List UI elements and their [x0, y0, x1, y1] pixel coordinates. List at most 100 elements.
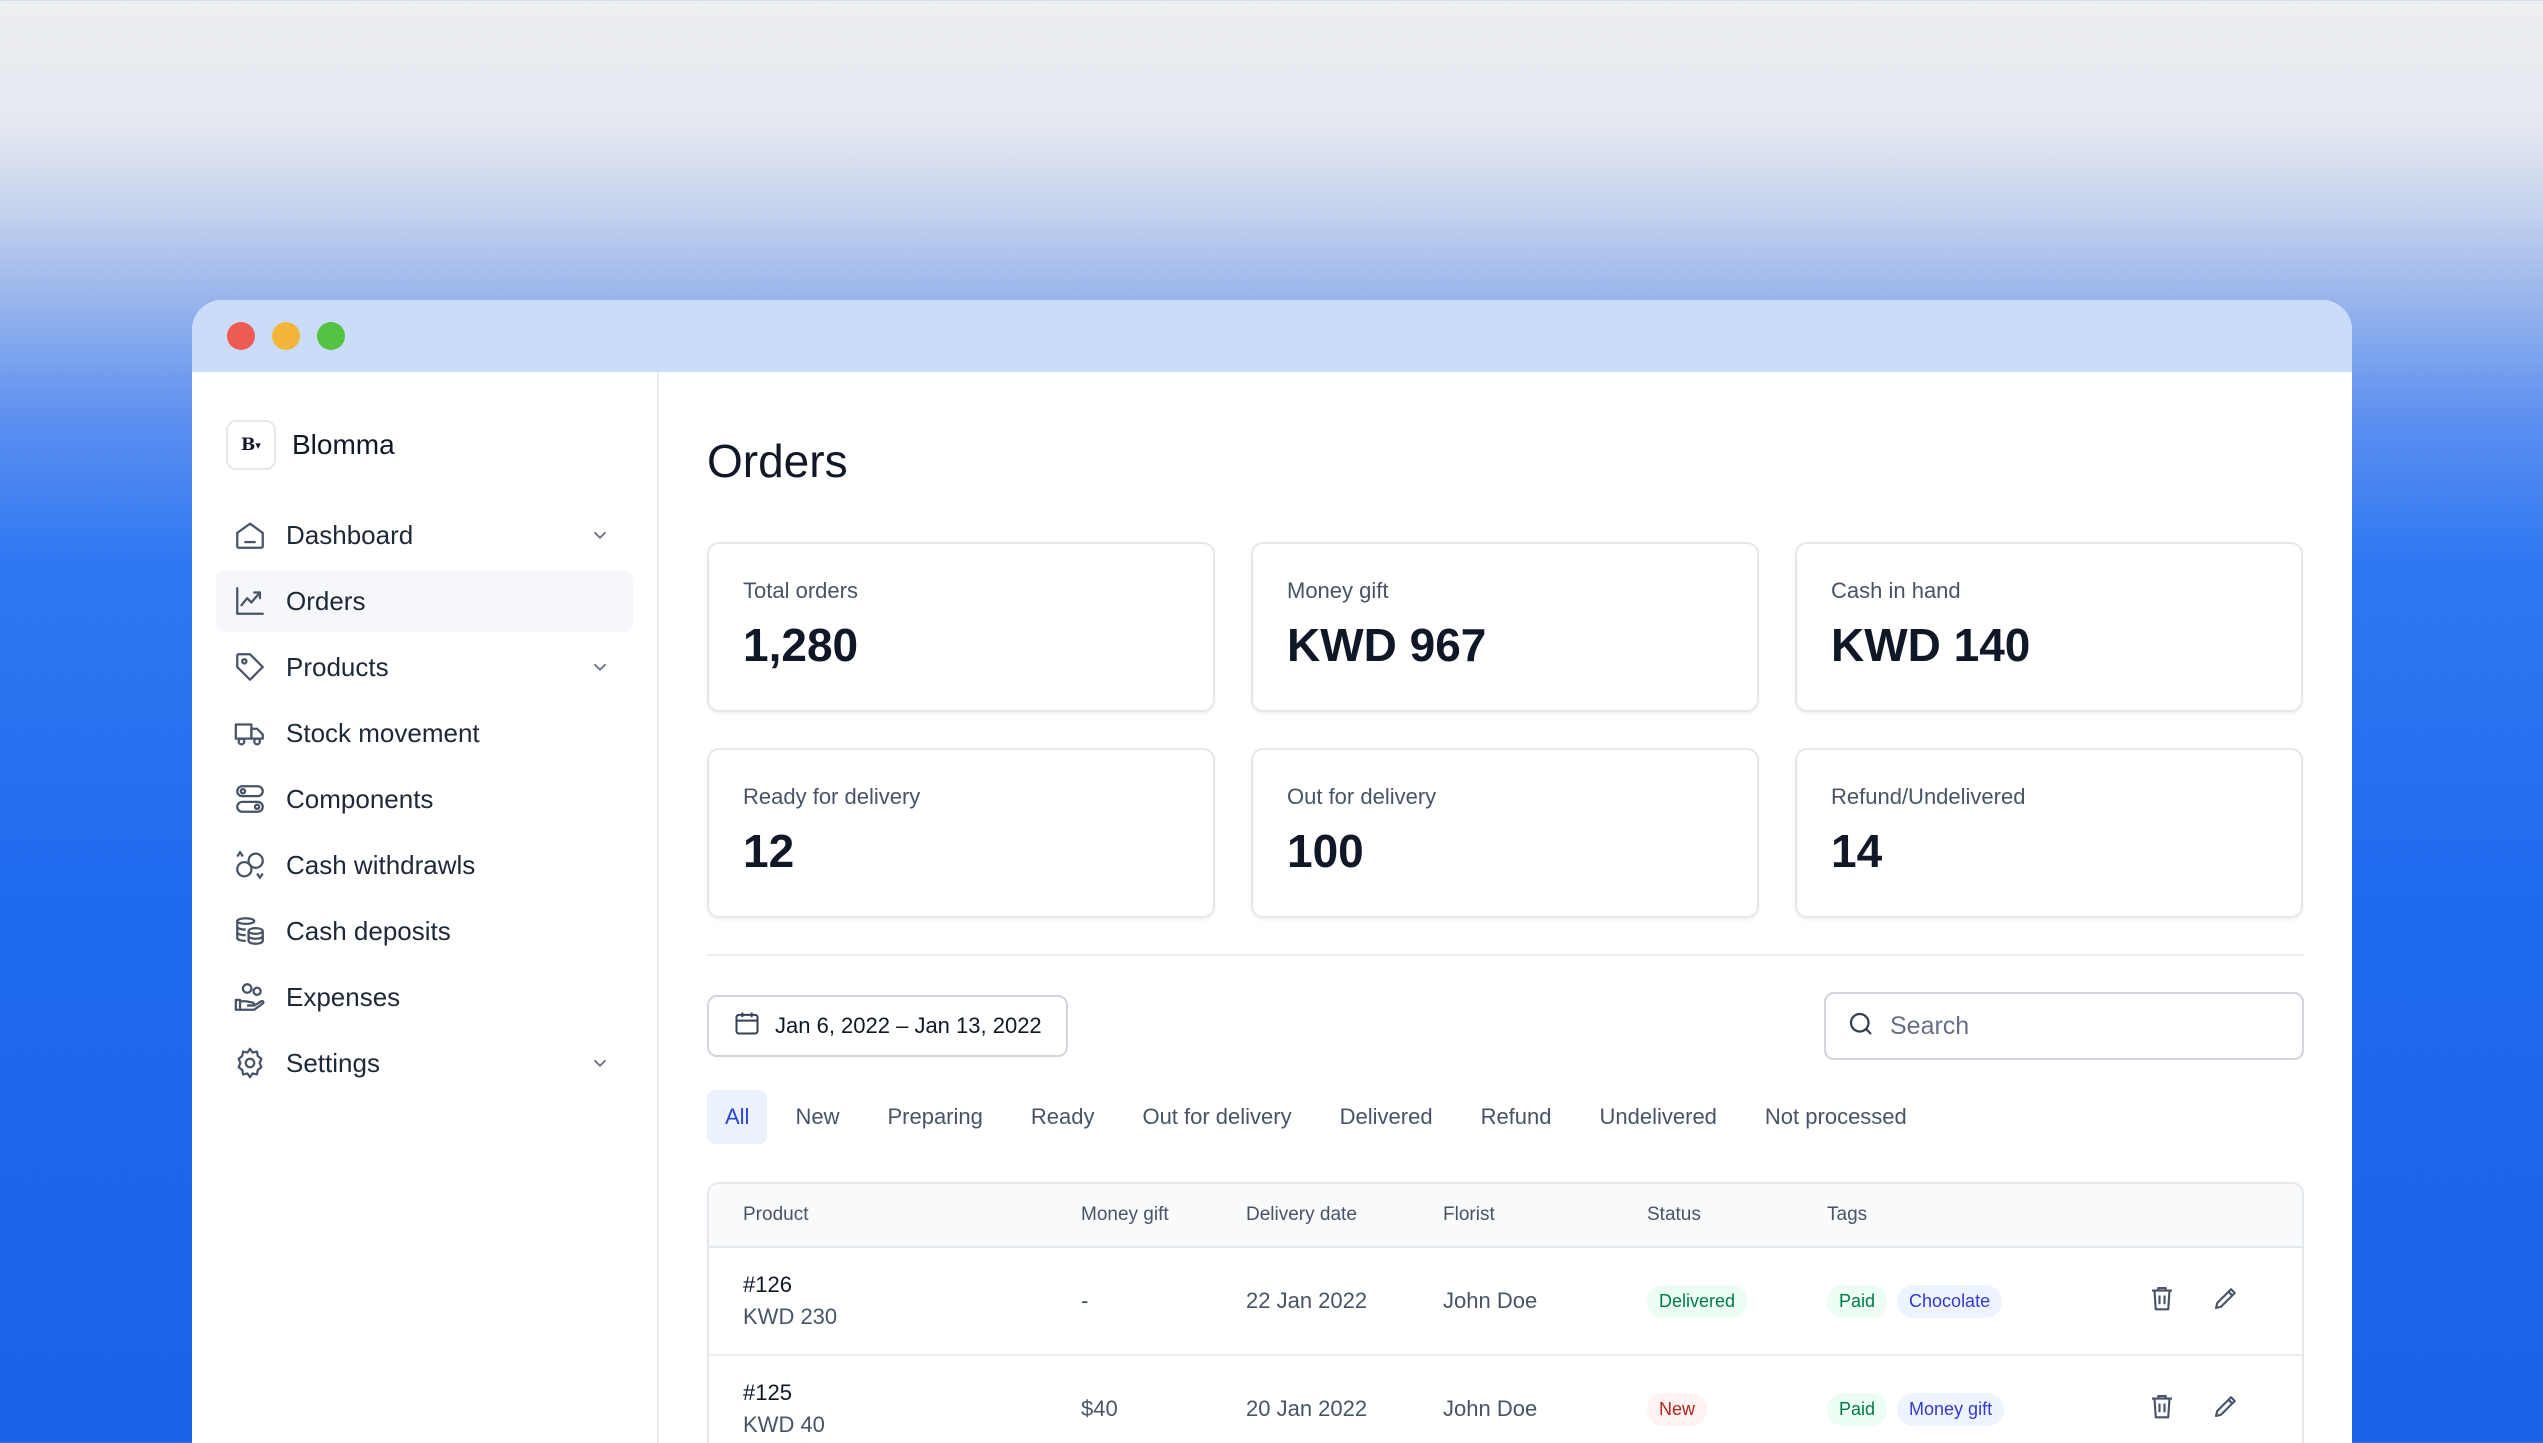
stat-value: 14 — [1831, 825, 1883, 877]
sidebar-item-orders[interactable]: Orders — [216, 570, 633, 632]
column-header[interactable]: Tags — [1827, 1204, 1868, 1225]
column-header[interactable]: Status — [1647, 1204, 1701, 1225]
sidebar-item-label: Orders — [286, 585, 366, 616]
date-range-button[interactable]: Jan 6, 2022 – Jan 13, 2022 — [707, 995, 1068, 1057]
stat-card-money-gift: Money gift KWD 967 — [1251, 542, 1759, 712]
sidebar-item-cash-withdrawls[interactable]: Cash withdrawls — [216, 834, 633, 896]
orders-table: Product Money gift Delivery date Florist… — [707, 1182, 2304, 1443]
edit-pencil-icon[interactable] — [2211, 1283, 2241, 1319]
edit-pencil-icon[interactable] — [2211, 1391, 2241, 1427]
stats-grid: Total orders 1,280 Money gift KWD 967 Ca… — [707, 542, 2304, 918]
order-price: KWD 40 — [743, 1412, 825, 1437]
money-gift-cell: $40 — [1081, 1396, 1118, 1421]
sidebar-item-label: Cash deposits — [286, 915, 451, 946]
stat-value: 1,280 — [743, 619, 859, 671]
stat-label: Total orders — [743, 578, 858, 603]
tab-delivered[interactable]: Delivered — [1339, 1104, 1433, 1129]
tags-cell: Paid Chocolate — [1827, 1284, 2147, 1318]
calendar-icon — [733, 1009, 761, 1043]
window-titlebar — [192, 300, 2352, 372]
chevron-down-icon[interactable] — [587, 522, 613, 548]
sidebar-item-label: Dashboard — [286, 519, 414, 550]
stat-label: Out for delivery — [1287, 784, 1437, 809]
chevron-down-icon[interactable] — [587, 654, 613, 680]
date-range-label: Jan 6, 2022 – Jan 13, 2022 — [775, 1013, 1042, 1038]
sidebar-item-expenses[interactable]: Expenses — [216, 966, 633, 1028]
tab-refund[interactable]: Refund — [1480, 1104, 1552, 1129]
stat-card-ready-for-delivery: Ready for delivery 12 — [707, 748, 1215, 918]
section-divider — [707, 954, 2304, 956]
row-actions — [2147, 1391, 2241, 1427]
maximize-window-button[interactable] — [317, 322, 345, 350]
sidebar-item-cash-deposits[interactable]: Cash deposits — [216, 900, 633, 962]
florist-cell: John Doe — [1443, 1396, 1538, 1421]
order-id[interactable]: #126 — [743, 1272, 792, 1297]
stat-label: Ready for delivery — [743, 784, 921, 809]
stat-card-total-orders: Total orders 1,280 — [707, 542, 1215, 712]
sidebar-item-label: Cash withdrawls — [286, 849, 476, 880]
main-content: Orders Total orders 1,280 Money gift KWD… — [659, 372, 2352, 1443]
tab-ready[interactable]: Ready — [1030, 1104, 1095, 1129]
column-header[interactable]: Money gift — [1081, 1204, 1169, 1225]
page-title: Orders — [707, 435, 848, 487]
search-input[interactable] — [1890, 1011, 2282, 1041]
components-icon — [232, 781, 268, 817]
stat-value: KWD 967 — [1287, 619, 1487, 671]
brand-logo: B ▾ — [226, 420, 276, 470]
money-gift-cell: - — [1081, 1288, 1089, 1313]
order-price: KWD 230 — [743, 1304, 838, 1329]
sidebar-item-dashboard[interactable]: Dashboard — [216, 504, 633, 566]
table-header: Product Money gift Delivery date Florist… — [709, 1184, 2302, 1248]
gear-icon — [232, 1045, 268, 1081]
order-id[interactable]: #125 — [743, 1380, 792, 1405]
search-box[interactable] — [1824, 992, 2304, 1060]
tag-badge: Money gift — [1897, 1392, 2005, 1426]
stat-card-cash-in-hand: Cash in hand KWD 140 — [1795, 542, 2303, 712]
chevron-down-icon[interactable] — [587, 1050, 613, 1076]
sidebar: B ▾ Blomma Dashboard Orders — [192, 372, 659, 1443]
search-icon — [1846, 1009, 1876, 1044]
brand[interactable]: B ▾ Blomma — [216, 420, 633, 470]
column-header[interactable]: Florist — [1443, 1204, 1495, 1225]
tab-not-processed[interactable]: Not processed — [1764, 1104, 1907, 1129]
column-header[interactable]: Product — [743, 1204, 809, 1225]
close-window-button[interactable] — [227, 322, 255, 350]
truck-icon — [232, 715, 268, 751]
coins-stack-icon — [232, 913, 268, 949]
stat-label: Refund/Undelivered — [1831, 784, 2026, 809]
stat-label: Cash in hand — [1831, 578, 1961, 603]
brand-name: Blomma — [292, 429, 395, 460]
delivery-date-cell: 20 Jan 2022 — [1246, 1396, 1368, 1421]
tag-badge: Chocolate — [1897, 1284, 2003, 1318]
stat-value: 100 — [1287, 825, 1364, 877]
florist-cell: John Doe — [1443, 1288, 1538, 1313]
tab-preparing[interactable]: Preparing — [887, 1104, 983, 1129]
tab-undelivered[interactable]: Undelivered — [1599, 1104, 1717, 1129]
sidebar-item-settings[interactable]: Settings — [216, 1032, 633, 1094]
filters-row: Jan 6, 2022 – Jan 13, 2022 — [707, 992, 2304, 1060]
sidebar-item-label: Expenses — [286, 981, 401, 1012]
trash-icon[interactable] — [2147, 1391, 2177, 1427]
stat-value: 12 — [743, 825, 795, 877]
trash-icon[interactable] — [2147, 1283, 2177, 1319]
tab-all[interactable]: All — [707, 1090, 768, 1144]
status-tabs: All New Preparing Ready Out for delivery… — [707, 1090, 2304, 1144]
sidebar-item-components[interactable]: Components — [216, 768, 633, 830]
coins-swap-icon — [232, 847, 268, 883]
tab-out-for-delivery[interactable]: Out for delivery — [1142, 1104, 1292, 1129]
minimize-window-button[interactable] — [272, 322, 300, 350]
sidebar-item-stock-movement[interactable]: Stock movement — [216, 702, 633, 764]
stat-value: KWD 140 — [1831, 619, 2031, 671]
table-row[interactable]: #125 KWD 40 $40 20 Jan 2022 John Doe New… — [709, 1356, 2302, 1443]
column-header[interactable]: Delivery date — [1246, 1204, 1357, 1225]
table-row[interactable]: #126 KWD 230 - 22 Jan 2022 John Doe Deli… — [709, 1248, 2302, 1356]
tag-badge: Paid — [1827, 1284, 1888, 1318]
tag-icon — [232, 649, 268, 685]
tab-new[interactable]: New — [795, 1104, 840, 1129]
status-cell: Delivered — [1647, 1284, 1827, 1318]
sidebar-item-products[interactable]: Products — [216, 636, 633, 698]
sidebar-item-label: Products — [286, 651, 389, 682]
status-badge: New — [1647, 1392, 1708, 1426]
sidebar-item-label: Stock movement — [286, 717, 480, 748]
stat-card-refund-undelivered: Refund/Undelivered 14 — [1795, 748, 2303, 918]
